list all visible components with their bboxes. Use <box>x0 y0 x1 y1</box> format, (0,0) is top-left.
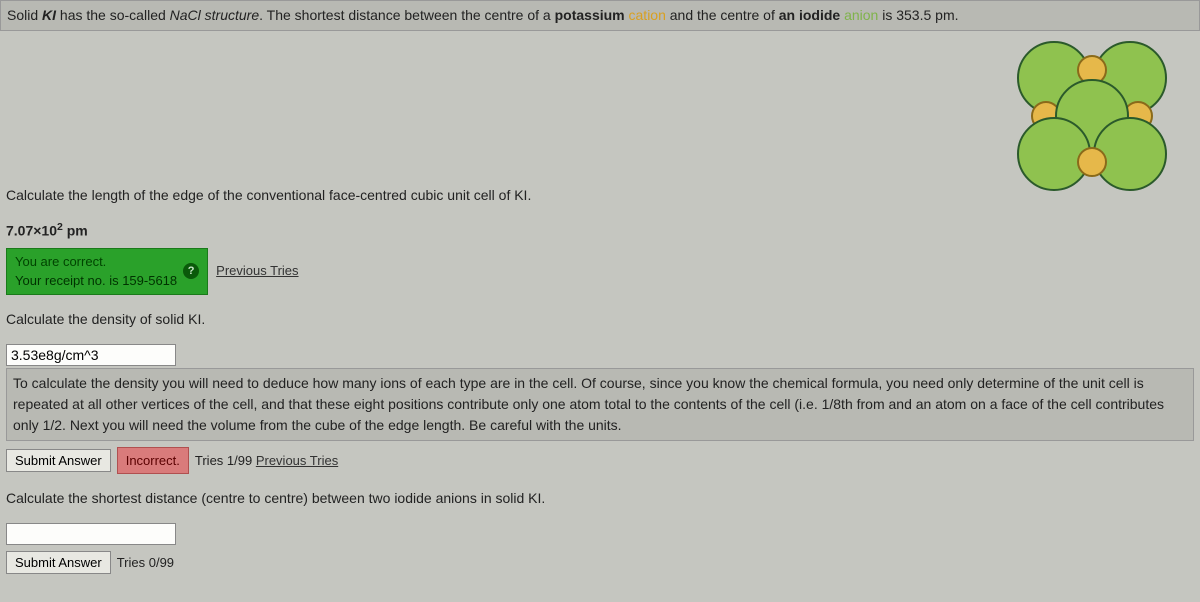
question-1-answer: 7.07×102 pm <box>6 220 1194 242</box>
help-icon[interactable]: ? <box>183 263 199 279</box>
submit-answer-button[interactable]: Submit Answer <box>6 551 111 574</box>
previous-tries-link[interactable]: Previous Tries <box>256 453 338 468</box>
previous-tries-link[interactable]: Previous Tries <box>216 261 298 281</box>
question-3-text: Calculate the shortest distance (centre … <box>6 488 1194 509</box>
question-3-submit-row: Submit Answer Tries 0/99 <box>6 551 1194 574</box>
question-3-input[interactable] <box>6 523 176 545</box>
crystal-structure-diagram <box>998 28 1186 210</box>
tries-text: Tries 0/99 <box>117 553 174 573</box>
incorrect-badge: Incorrect. <box>117 447 189 475</box>
problem-statement: Solid KI has the so-called NaCl structur… <box>7 5 1193 26</box>
tries-text: Tries 1/99 Previous Tries <box>195 451 338 471</box>
correct-badge: You are correct. Your receipt no. is 159… <box>6 248 208 295</box>
submit-answer-button[interactable]: Submit Answer <box>6 449 111 472</box>
question-2-text: Calculate the density of solid KI. <box>6 309 1194 330</box>
question-2-submit-row: Submit Answer Incorrect. Tries 1/99 Prev… <box>6 447 1194 475</box>
problem-header: Solid KI has the so-called NaCl structur… <box>0 0 1200 31</box>
question-2-input[interactable] <box>6 344 176 366</box>
question-1-feedback: You are correct. Your receipt no. is 159… <box>6 248 1194 295</box>
question-2-hint: To calculate the density you will need t… <box>6 368 1194 441</box>
